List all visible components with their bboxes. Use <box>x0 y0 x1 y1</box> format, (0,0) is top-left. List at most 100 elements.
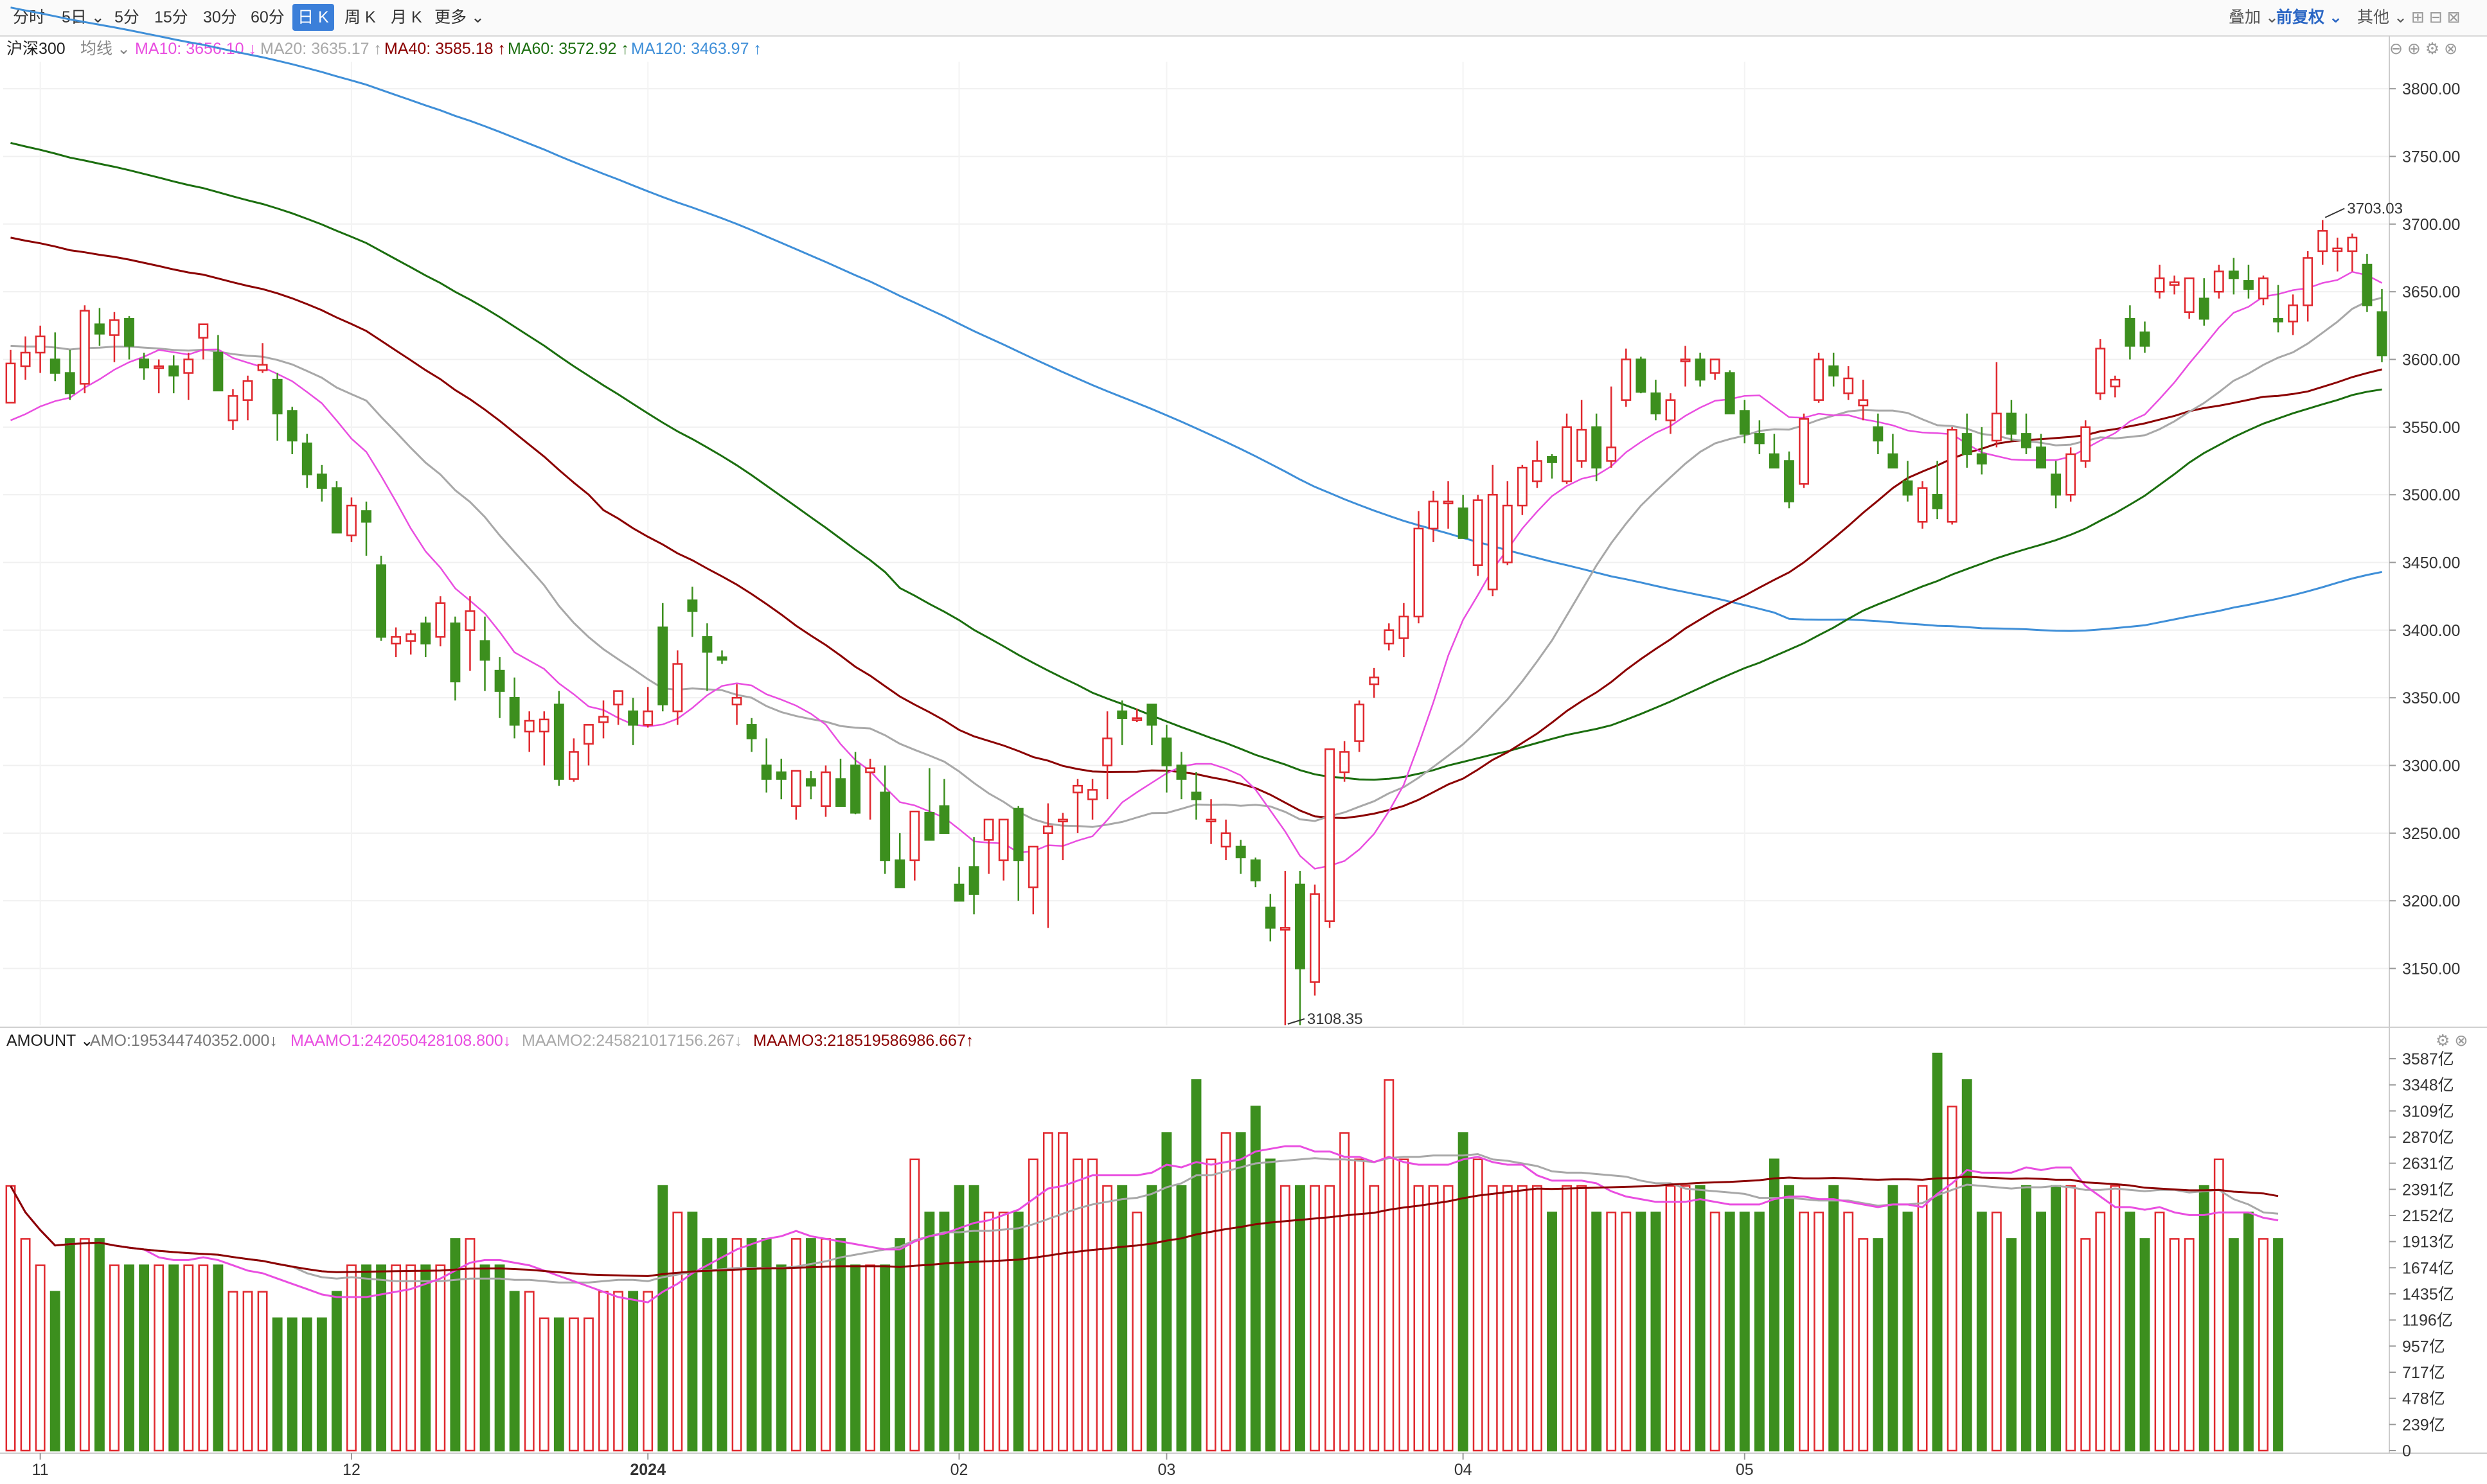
volume-bar <box>2273 1238 2283 1452</box>
toolbar-other-button[interactable]: 其他 ⌄ <box>2357 8 2407 26</box>
period-tab-5[interactable]: 60分 <box>251 8 285 26</box>
volume-bar <box>49 1291 60 1452</box>
volume-bar <box>1531 1185 1542 1452</box>
candle-body <box>2228 270 2239 279</box>
period-tab-6[interactable]: 日 K <box>292 4 334 31</box>
period-tab-2[interactable]: 5分 <box>114 8 139 26</box>
volume-bar <box>2095 1211 2106 1452</box>
candle-body <box>79 310 90 385</box>
maamo3-line <box>10 1176 2279 1277</box>
candle-body <box>1028 845 1038 888</box>
candle-body <box>2243 280 2254 290</box>
volume-tick-label: 239亿 <box>2402 1416 2445 1434</box>
period-tab-3[interactable]: 15分 <box>154 8 188 26</box>
volume-bar <box>1547 1211 1557 1452</box>
candle-body <box>584 724 594 745</box>
candle-body <box>939 805 950 835</box>
volume-bar <box>1932 1052 1943 1452</box>
candle-body <box>1294 883 1305 969</box>
candle-body <box>1279 927 1290 931</box>
candle-body <box>1828 365 1839 377</box>
candle-body <box>64 372 75 394</box>
month-label: 11 <box>32 1461 49 1479</box>
period-tab-9[interactable]: 更多 ⌄ <box>434 8 485 26</box>
volume-bar <box>94 1238 105 1452</box>
candle-body <box>1013 808 1024 861</box>
volume-bar <box>954 1185 965 1452</box>
candle-body <box>2110 378 2121 387</box>
volume-bar <box>880 1264 891 1452</box>
symbol-label: 沪深300 <box>6 40 66 58</box>
volume-bar <box>1828 1185 1839 1452</box>
toolbar-overlay-button[interactable]: 叠加 ⌄ <box>2229 8 2279 26</box>
volume-bar <box>821 1238 831 1452</box>
candle-body <box>880 791 891 861</box>
volume-bar <box>1324 1185 1335 1452</box>
candle-body <box>1457 507 1468 539</box>
volume-bar <box>242 1291 253 1452</box>
volume-bar <box>494 1264 505 1452</box>
volume-bar <box>154 1264 165 1452</box>
candle-body <box>850 764 861 814</box>
volume-bar <box>465 1238 476 1452</box>
period-tab-7[interactable]: 周 K <box>344 8 376 26</box>
candle-body <box>909 810 920 861</box>
volume-bar <box>1769 1158 1779 1452</box>
period-tab-1[interactable]: 5日 ⌄ <box>62 8 105 26</box>
candle-body <box>2198 297 2209 320</box>
volume-bar <box>2213 1158 2224 1452</box>
volume-bar <box>1206 1158 1217 1452</box>
volume-bar <box>2125 1211 2135 1452</box>
candle-body <box>2332 247 2343 252</box>
volume-bar <box>2139 1238 2150 1452</box>
candle-body <box>1947 428 1957 523</box>
candle-body <box>687 599 698 612</box>
volume-panel-controls-icon[interactable]: ⚙ ⊗ <box>2436 1032 2468 1050</box>
candle-body <box>1636 358 1646 393</box>
amount-selector[interactable]: AMOUNT ⌄ <box>6 1032 94 1050</box>
volume-bar <box>1235 1132 1246 1452</box>
period-tab-4[interactable]: 30分 <box>203 8 237 26</box>
candle-body <box>1354 703 1365 742</box>
volume-bar <box>746 1238 757 1452</box>
panel-controls-icon[interactable]: ⊖ ⊕ ⚙ ⊗ <box>2389 40 2458 58</box>
candle-body <box>391 636 402 645</box>
candle-body <box>227 395 238 421</box>
period-tab-8[interactable]: 月 K <box>391 8 422 26</box>
volume-bar <box>406 1264 416 1452</box>
price-tick-label: 3550.00 <box>2402 419 2460 437</box>
maamo2-label: MAAMO2:245821017156.267↓ <box>522 1032 743 1050</box>
layout-icons[interactable]: ⊞ ⊟ ⊠ <box>2411 8 2461 26</box>
toolbar-adjust-button[interactable]: 前复权 ⌄ <box>2276 8 2342 26</box>
volume-bar <box>1265 1158 1276 1452</box>
volume-bar <box>568 1317 579 1452</box>
volume-bar <box>109 1264 120 1452</box>
volume-bar <box>361 1264 371 1452</box>
volume-bar <box>1146 1185 1157 1452</box>
price-tick-label: 3350.00 <box>2402 689 2460 707</box>
volume-bar <box>1310 1185 1320 1452</box>
candle-body <box>790 770 801 807</box>
volume-bar <box>1562 1185 1572 1452</box>
candle-body <box>1932 493 1943 509</box>
candle-body <box>1176 764 1187 780</box>
candle-body <box>20 351 31 367</box>
month-label: 03 <box>1157 1461 1175 1479</box>
candle-body <box>479 640 490 661</box>
candle-body <box>2317 230 2328 252</box>
candle-body <box>1310 893 1320 983</box>
candle-body <box>1799 418 1809 485</box>
volume-tick-label: 3109亿 <box>2402 1102 2454 1120</box>
maamo1-label: MAAMO1:242050428108.800↓ <box>290 1032 512 1050</box>
volume-bar <box>420 1264 431 1452</box>
volume-bar <box>301 1317 312 1452</box>
volume-bar <box>346 1264 357 1452</box>
volume-bar <box>2243 1211 2254 1452</box>
maamo3-label: MAAMO3:218519586986.667↑ <box>753 1032 974 1050</box>
volume-bar <box>1680 1185 1691 1452</box>
candle-body <box>1413 527 1424 618</box>
candle-body <box>1324 748 1335 923</box>
volume-bar <box>509 1291 520 1452</box>
volume-bar <box>1887 1185 1898 1452</box>
ma-type-selector[interactable]: 均线 ⌄ <box>80 40 130 58</box>
